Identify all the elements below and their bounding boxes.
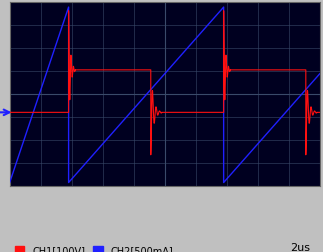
Legend: CH1[100V], CH2[500mA]: CH1[100V], CH2[500mA]: [15, 245, 173, 252]
Text: 2us: 2us: [290, 242, 310, 252]
